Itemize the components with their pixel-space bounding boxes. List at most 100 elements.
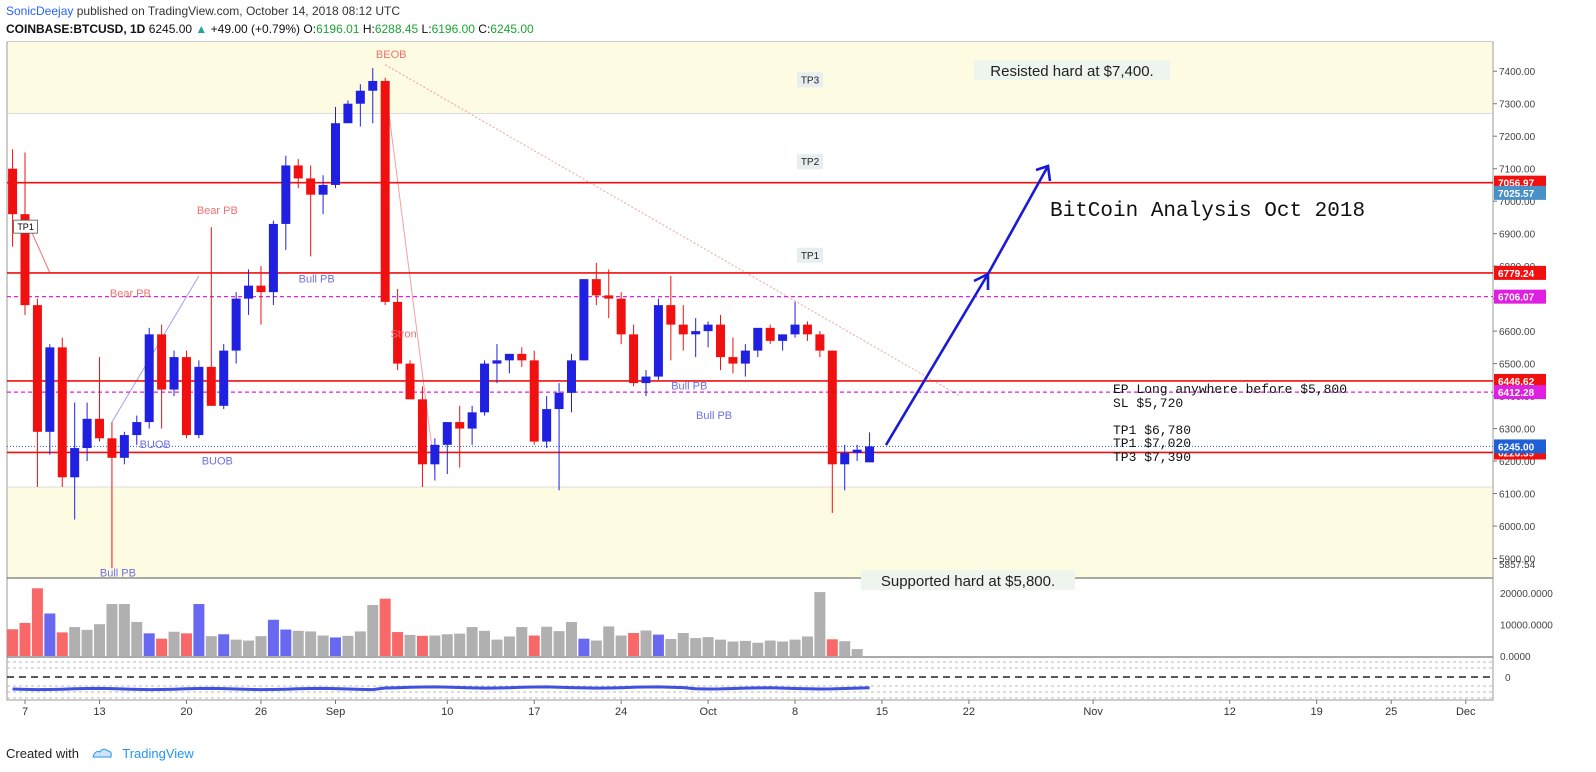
volume-bar: [131, 621, 143, 656]
price-change: +49.00 (+0.79%): [210, 22, 301, 36]
volume-bar: [615, 635, 627, 656]
volume-bar: [752, 642, 764, 656]
candle-body: [653, 305, 663, 377]
level-axis-label-box: [1494, 289, 1546, 304]
candle-body: [517, 353, 527, 361]
tp-marker-label: TP1: [801, 251, 820, 262]
candle-body: [442, 422, 452, 445]
candle-body: [554, 392, 564, 410]
volume-bar: [690, 638, 702, 656]
volume-bar: [528, 635, 540, 656]
candle-body: [678, 324, 688, 335]
candle-body: [765, 327, 775, 341]
annotation-label: Bull PB: [671, 381, 707, 393]
candle-body: [318, 184, 328, 195]
date-tick-label: 22: [963, 706, 975, 718]
volume-bar: [590, 640, 602, 656]
volume-bar: [727, 641, 739, 656]
tp-marker-label: TP2: [801, 157, 820, 168]
volume-bar: [628, 633, 640, 656]
date-tick-label: 20: [180, 706, 192, 718]
low-label: L:: [421, 22, 432, 36]
volume-bar: [118, 604, 130, 656]
candle-body: [740, 350, 750, 364]
candle-body: [852, 449, 862, 453]
trade-note-line: TP1 $6,780: [1113, 423, 1191, 438]
volume-bar: [491, 639, 503, 656]
volume-bar: [665, 638, 677, 656]
candle-body: [728, 357, 738, 364]
price-chart[interactable]: 5900.006000.006100.006200.006300.006400.…: [0, 0, 1596, 740]
volume-bar: [19, 622, 31, 656]
chart-frame: [6, 41, 1494, 701]
candle-body: [865, 446, 875, 463]
volume-bar: [479, 630, 491, 656]
volume-bar: [180, 633, 192, 656]
volume-bar: [255, 636, 267, 656]
price-extra-label: 5857.54: [1499, 560, 1536, 571]
date-tick-label: Oct: [700, 706, 717, 718]
price-tick-label: 7300.00: [1499, 100, 1536, 111]
candle-body: [343, 103, 353, 124]
zone-label-box: [861, 570, 1075, 591]
annotation-label: Bear PB: [197, 205, 238, 217]
candle-body: [45, 347, 55, 432]
volume-bar: [94, 624, 106, 656]
date-tick-label: 24: [615, 706, 627, 718]
volume-bar: [789, 639, 801, 656]
candle-body: [194, 366, 204, 436]
candle-body: [591, 279, 601, 296]
date-tick-label: 7: [22, 706, 28, 718]
candle-body: [629, 334, 639, 384]
price-axis-label-box: [1494, 439, 1546, 454]
volume-bar: [106, 604, 118, 656]
indicator-zero-label: 0: [1505, 673, 1511, 684]
candle-body: [368, 80, 378, 91]
level-axis-label: 6706.07: [1498, 293, 1535, 304]
candle-body: [566, 360, 576, 393]
candle-body: [119, 435, 129, 458]
tradingview-link[interactable]: TradingView: [122, 746, 194, 761]
footer: Created with TradingView: [6, 746, 194, 762]
volume-bar: [702, 637, 714, 656]
volume-bar: [404, 634, 416, 656]
candle-body: [380, 80, 390, 302]
candle-body: [181, 357, 191, 436]
volume-bar: [826, 639, 838, 656]
candle-body: [355, 90, 365, 104]
price-tick-label: 6600.00: [1499, 327, 1536, 338]
tp-marker-box: [797, 154, 823, 170]
close-label: C:: [478, 22, 491, 36]
volume-bar: [342, 635, 354, 656]
level-axis-label-box: [1494, 265, 1546, 280]
volume-bar: [814, 592, 826, 656]
candle-body: [790, 324, 800, 335]
candle-body: [281, 165, 291, 224]
candle-body: [95, 418, 105, 439]
author-link[interactable]: SonicDeejay: [6, 4, 74, 18]
candle-body: [716, 324, 726, 358]
price-axis-label: 6245.00: [1498, 442, 1535, 453]
date-tick-label: 13: [93, 706, 105, 718]
tradingview-logo-icon: [91, 747, 113, 762]
volume-bar: [839, 641, 851, 656]
candle-body: [703, 324, 713, 332]
volume-bar: [677, 633, 689, 656]
trade-note-line: EP Long anywhere before $5,800: [1113, 382, 1347, 397]
volume-bar: [143, 633, 155, 656]
volume-bar: [56, 632, 68, 656]
zone-band: [8, 487, 1492, 578]
candle-body: [244, 285, 254, 299]
date-tick-label: 15: [876, 706, 888, 718]
volume-bar: [553, 631, 565, 656]
candle-body: [691, 331, 701, 335]
volume-bar: [392, 632, 404, 656]
candle-body: [455, 422, 465, 429]
candle-body: [268, 223, 278, 293]
candle-body: [815, 334, 825, 351]
level-axis-label: 6779.24: [1498, 269, 1535, 280]
candle-body: [70, 448, 80, 478]
candle-body: [641, 376, 651, 384]
candle-body: [480, 363, 490, 413]
candle-body: [219, 350, 229, 406]
